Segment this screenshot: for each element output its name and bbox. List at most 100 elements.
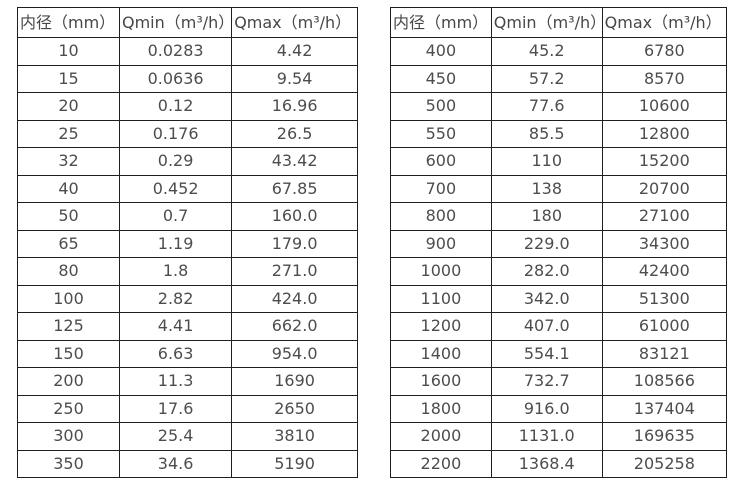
cell-qmin: 4.41 [118,312,233,341]
table-row: 2200 1368.4 205258 [390,449,728,478]
cell-diameter: 700 [390,174,492,203]
cell-qmax: 137404 [601,394,728,423]
cell-qmin: 110 [490,147,603,176]
table-row: 700 138 20700 [390,174,728,203]
cell-qmax: 424.0 [231,284,358,313]
table-row: 500 77.6 10600 [390,92,728,121]
cell-qmin: 916.0 [490,394,603,423]
cell-qmax: 662.0 [231,312,358,341]
cell-diameter: 900 [390,229,492,258]
cell-qmin: 0.0283 [118,37,233,66]
cell-qmax: 20700 [601,174,728,203]
column-header-qmax: Qmax（m³/h） [231,7,358,38]
table-row: 1100 342.0 51300 [390,284,728,313]
cell-qmax: 67.85 [231,174,358,203]
cell-qmax: 34300 [601,229,728,258]
cell-qmin: 2.82 [118,284,233,313]
column-header-qmax: Qmax（m³/h） [601,7,728,38]
cell-qmax: 6780 [601,37,728,66]
cell-qmax: 83121 [601,339,728,368]
cell-diameter: 400 [390,37,492,66]
column-header-diameter: 内径（mm） [390,7,492,38]
cell-qmin: 0.12 [118,92,233,121]
table-row: 20 0.12 16.96 [17,92,358,121]
table-row: 40 0.452 67.85 [17,174,358,203]
cell-diameter: 125 [17,312,120,341]
table-header-row: 内径（mm） Qmin（m³/h） Qmax（m³/h） [17,7,358,38]
cell-diameter: 10 [17,37,120,66]
cell-diameter: 2200 [390,449,492,478]
cell-qmin: 0.7 [118,202,233,231]
table-row: 15 0.0636 9.54 [17,64,358,93]
cell-qmin: 0.452 [118,174,233,203]
cell-qmax: 179.0 [231,229,358,258]
table-row: 1400 554.1 83121 [390,339,728,368]
cell-qmax: 27100 [601,202,728,231]
cell-qmin: 77.6 [490,92,603,121]
cell-qmax: 26.5 [231,119,358,148]
cell-qmin: 85.5 [490,119,603,148]
cell-diameter: 2000 [390,422,492,451]
table-row: 1600 732.7 108566 [390,367,728,396]
cell-diameter: 600 [390,147,492,176]
table-row: 800 180 27100 [390,202,728,231]
cell-diameter: 450 [390,64,492,93]
cell-diameter: 250 [17,394,120,423]
cell-qmin: 1368.4 [490,449,603,478]
cell-diameter: 500 [390,92,492,121]
cell-qmax: 1690 [231,367,358,396]
table-row: 50 0.7 160.0 [17,202,358,231]
cell-diameter: 65 [17,229,120,258]
cell-qmax: 61000 [601,312,728,341]
flow-table-large-diameters: 内径（mm） Qmin（m³/h） Qmax（m³/h） 400 45.2 67… [390,7,728,478]
table-row: 600 110 15200 [390,147,728,176]
table-row: 1200 407.0 61000 [390,312,728,341]
cell-qmax: 10600 [601,92,728,121]
cell-qmax: 16.96 [231,92,358,121]
cell-diameter: 1400 [390,339,492,368]
table-row: 80 1.8 271.0 [17,257,358,286]
table-row: 550 85.5 12800 [390,119,728,148]
cell-qmax: 205258 [601,449,728,478]
table-header-row: 内径（mm） Qmin（m³/h） Qmax（m³/h） [390,7,728,38]
cell-diameter: 25 [17,119,120,148]
cell-diameter: 800 [390,202,492,231]
cell-qmin: 34.6 [118,449,233,478]
cell-qmax: 3810 [231,422,358,451]
cell-qmin: 6.63 [118,339,233,368]
cell-diameter: 350 [17,449,120,478]
table-row: 1000 282.0 42400 [390,257,728,286]
cell-qmax: 2650 [231,394,358,423]
table-row: 350 34.6 5190 [17,449,358,478]
cell-qmax: 43.42 [231,147,358,176]
column-header-qmin: Qmin（m³/h） [118,7,233,38]
cell-diameter: 1000 [390,257,492,286]
table-row: 450 57.2 8570 [390,64,728,93]
cell-diameter: 20 [17,92,120,121]
cell-qmin: 0.29 [118,147,233,176]
cell-qmin: 342.0 [490,284,603,313]
cell-qmin: 180 [490,202,603,231]
table-row: 2000 1131.0 169635 [390,422,728,451]
table-row: 32 0.29 43.42 [17,147,358,176]
cell-qmax: 271.0 [231,257,358,286]
cell-qmax: 12800 [601,119,728,148]
table-row: 200 11.3 1690 [17,367,358,396]
cell-qmin: 282.0 [490,257,603,286]
cell-diameter: 1600 [390,367,492,396]
cell-diameter: 150 [17,339,120,368]
cell-qmax: 169635 [601,422,728,451]
cell-diameter: 300 [17,422,120,451]
cell-qmin: 138 [490,174,603,203]
table-row: 300 25.4 3810 [17,422,358,451]
cell-qmin: 407.0 [490,312,603,341]
cell-qmax: 108566 [601,367,728,396]
cell-qmin: 11.3 [118,367,233,396]
table-row: 1800 916.0 137404 [390,394,728,423]
cell-qmin: 732.7 [490,367,603,396]
column-header-diameter: 内径（mm） [17,7,120,38]
cell-qmin: 45.2 [490,37,603,66]
table-row: 65 1.19 179.0 [17,229,358,258]
flow-table-small-diameters: 内径（mm） Qmin（m³/h） Qmax（m³/h） 10 0.0283 4… [17,7,358,478]
cell-qmax: 15200 [601,147,728,176]
